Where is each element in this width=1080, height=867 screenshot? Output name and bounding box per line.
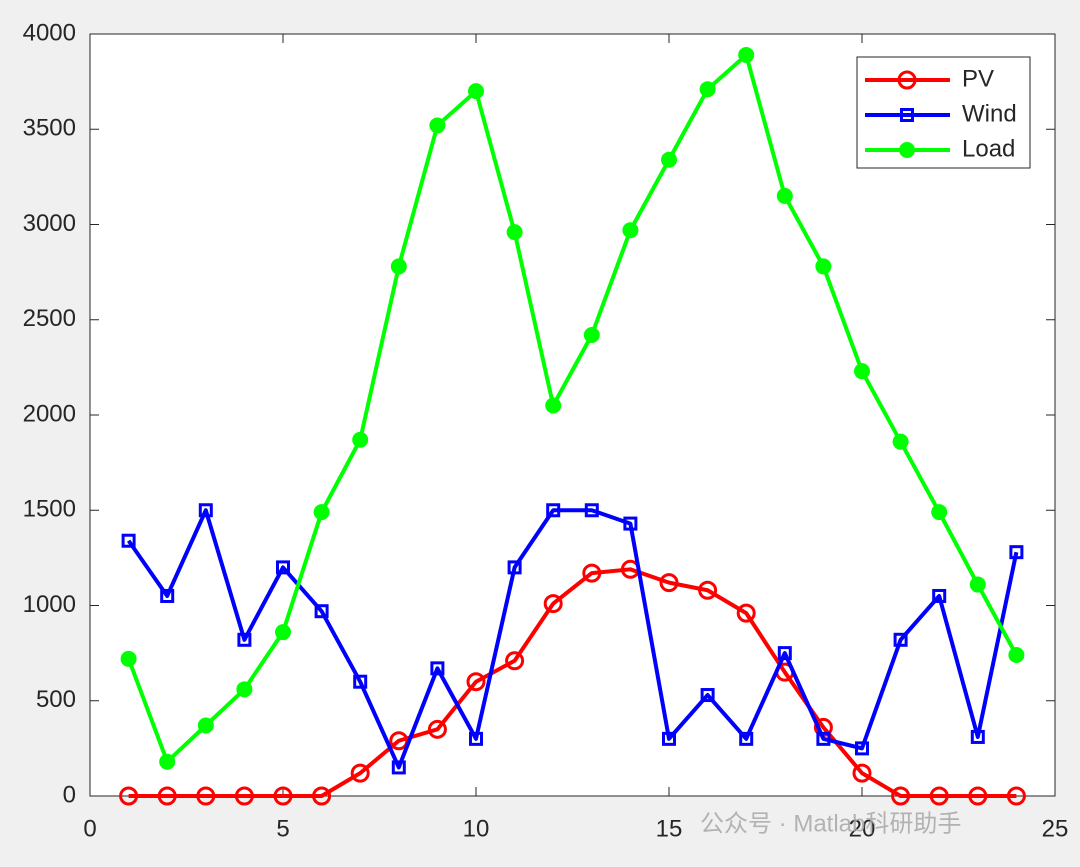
- marker: [352, 431, 369, 448]
- marker: [662, 731, 676, 746]
- marker: [738, 46, 755, 63]
- marker: [469, 731, 483, 746]
- marker: [855, 741, 869, 756]
- legend-marker: [897, 70, 917, 90]
- marker: [929, 786, 949, 806]
- watermark: 公众号 · Matlab科研助手: [700, 810, 961, 837]
- marker: [120, 650, 137, 667]
- legend-marker: [899, 142, 915, 158]
- marker: [389, 731, 409, 751]
- legend-label: PV: [962, 65, 994, 92]
- marker: [970, 729, 985, 744]
- marker: [275, 624, 291, 641]
- marker: [852, 763, 872, 783]
- marker: [546, 503, 561, 518]
- marker: [891, 786, 911, 806]
- marker: [391, 760, 406, 775]
- x-tick-label: 15: [656, 815, 683, 842]
- marker: [893, 632, 908, 647]
- marker: [1008, 647, 1025, 664]
- legend-label: Load: [962, 135, 1015, 162]
- marker: [196, 786, 216, 806]
- y-tick-label: 3500: [23, 115, 76, 142]
- y-tick-label: 3000: [23, 210, 76, 237]
- marker: [816, 731, 831, 746]
- marker: [427, 719, 447, 739]
- marker: [854, 363, 870, 380]
- marker: [506, 224, 523, 241]
- marker: [312, 786, 332, 806]
- marker: [507, 560, 522, 575]
- marker: [623, 516, 638, 531]
- marker: [1009, 545, 1024, 560]
- marker: [119, 786, 139, 806]
- marker: [390, 258, 407, 275]
- marker: [505, 651, 525, 671]
- marker: [468, 83, 484, 100]
- marker: [466, 672, 486, 692]
- marker: [314, 604, 329, 619]
- marker: [736, 603, 756, 623]
- marker: [582, 563, 602, 583]
- marker: [159, 753, 176, 770]
- x-tick-label: 0: [83, 815, 96, 842]
- marker: [236, 681, 253, 698]
- marker: [1006, 786, 1026, 806]
- marker: [350, 763, 370, 783]
- marker: [659, 573, 679, 593]
- y-tick-label: 1000: [23, 591, 76, 618]
- marker: [237, 632, 252, 647]
- legend-marker: [900, 108, 914, 122]
- y-tick-label: 0: [63, 781, 76, 808]
- marker: [430, 661, 445, 676]
- marker: [700, 688, 715, 703]
- marker: [931, 504, 948, 521]
- x-tick-label: 5: [276, 815, 289, 842]
- x-tick-label: 20: [849, 815, 876, 842]
- marker: [698, 580, 718, 600]
- marker: [968, 786, 988, 806]
- y-tick-label: 4000: [23, 19, 76, 46]
- marker: [739, 731, 754, 746]
- marker: [121, 533, 136, 548]
- marker: [583, 326, 600, 343]
- y-tick-label: 1500: [23, 496, 76, 523]
- marker: [815, 258, 832, 275]
- marker: [160, 588, 175, 603]
- marker: [353, 674, 368, 689]
- marker: [429, 117, 446, 134]
- x-tick-label: 25: [1042, 815, 1069, 842]
- marker: [661, 151, 677, 168]
- marker: [198, 503, 213, 518]
- y-tick-label: 500: [36, 686, 76, 713]
- y-tick-label: 2000: [23, 400, 76, 427]
- y-tick-label: 2500: [23, 305, 76, 332]
- marker: [777, 646, 792, 661]
- marker: [622, 222, 639, 239]
- marker: [892, 433, 909, 450]
- series-line: [126, 52, 1019, 764]
- marker: [313, 504, 330, 521]
- marker: [273, 786, 293, 806]
- marker: [197, 717, 214, 734]
- marker: [545, 397, 562, 414]
- marker: [932, 588, 947, 603]
- marker: [584, 503, 599, 518]
- marker: [276, 560, 290, 575]
- marker: [776, 187, 793, 204]
- marker: [543, 594, 563, 614]
- legend-label: Wind: [962, 100, 1017, 127]
- marker: [157, 786, 177, 806]
- series-line: [126, 508, 1019, 770]
- marker: [969, 576, 986, 593]
- marker: [699, 81, 716, 98]
- marker: [234, 786, 254, 806]
- x-tick-label: 10: [463, 815, 490, 842]
